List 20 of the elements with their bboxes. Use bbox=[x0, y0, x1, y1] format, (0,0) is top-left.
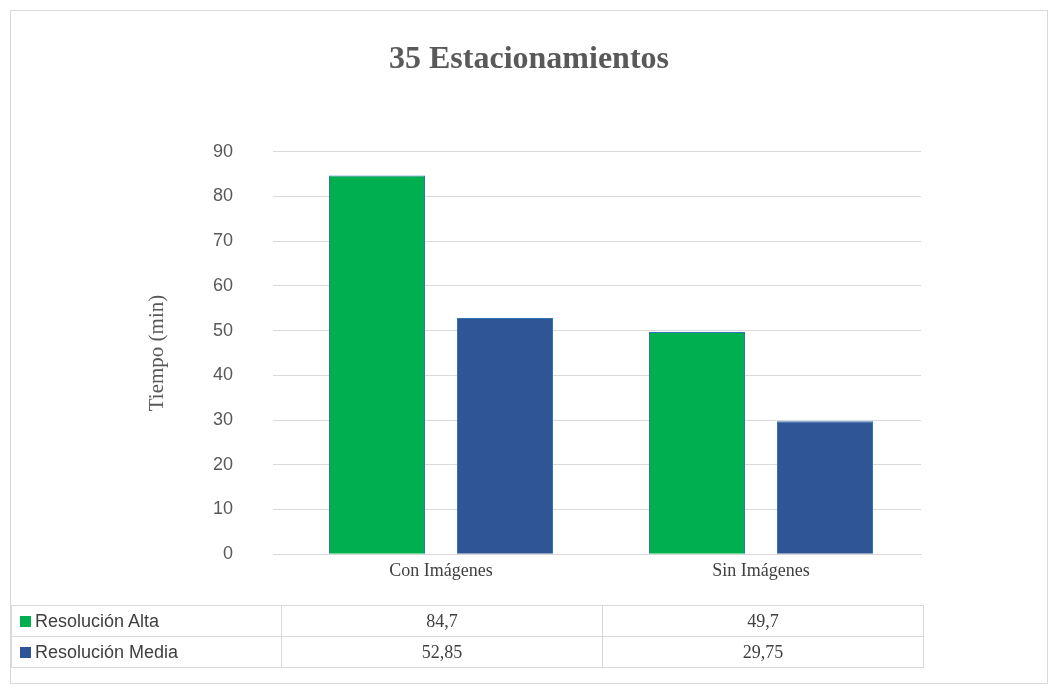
y-tick-label: 80 bbox=[212, 185, 233, 206]
y-tick-label: 90 bbox=[212, 140, 233, 161]
text: 29,75 bbox=[742, 641, 784, 662]
x-tick-label: Sin Imágenes bbox=[712, 559, 810, 580]
y-tick-label: 30 bbox=[212, 409, 233, 430]
legend-label: Resolución Media bbox=[35, 641, 179, 662]
chart-title: 35 Estacionamientos bbox=[388, 39, 670, 76]
text: 52,85 bbox=[421, 641, 463, 662]
y-tick-label: 20 bbox=[212, 453, 233, 474]
y-tick-label: 0 bbox=[222, 543, 233, 564]
y-tick-label: 60 bbox=[212, 274, 233, 295]
y-tick-label: 40 bbox=[212, 364, 233, 385]
text: 84,7 bbox=[426, 610, 458, 631]
y-tick-label: 50 bbox=[212, 319, 233, 340]
y-tick-label: 10 bbox=[212, 498, 233, 519]
x-tick-label: Con Imágenes bbox=[389, 559, 493, 580]
legend-label: Resolución Alta bbox=[35, 610, 160, 631]
y-tick-label: 70 bbox=[212, 230, 233, 251]
text: 49,7 bbox=[747, 610, 779, 631]
y-axis-title: Tiempo (min) bbox=[144, 294, 169, 412]
